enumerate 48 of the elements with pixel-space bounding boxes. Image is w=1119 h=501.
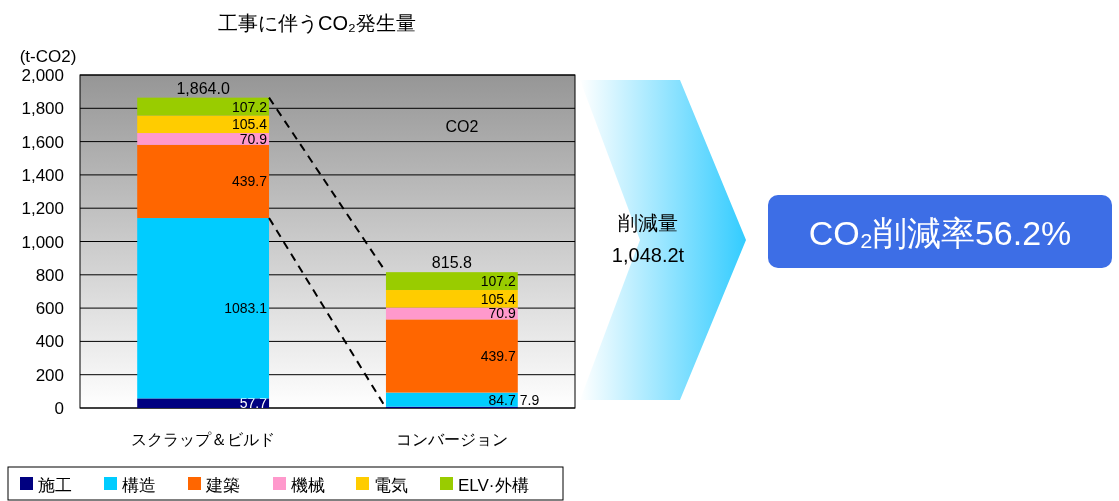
y-tick-label: 200 (35, 365, 64, 385)
data-label: 70.9 (239, 130, 268, 147)
y-tick-label: 1,000 (21, 232, 64, 252)
legend-label: 機械 (291, 476, 325, 495)
y-tick-label: 400 (35, 332, 64, 352)
text: 1,048.2t (611, 244, 685, 266)
x-tick-label: コンバージョン (395, 431, 508, 448)
data-label: 1083.1 (224, 300, 268, 317)
data-label: 107.2 (232, 98, 268, 115)
data-label: 439.7 (480, 347, 516, 364)
y-tick-label: 1,600 (21, 132, 64, 152)
data-label: 439.7 (232, 173, 268, 190)
y-tick-label: 1,200 (21, 199, 64, 219)
bar (137, 218, 270, 399)
legend-label: 建築 (205, 476, 240, 495)
annotation: CO2 (445, 118, 479, 135)
bar (137, 144, 270, 219)
bar (137, 133, 270, 145)
data-label: 57.7 (239, 395, 268, 412)
bar (137, 115, 270, 134)
bar (137, 398, 270, 408)
data-label: 105.4 (232, 116, 268, 133)
y-tick-label: 1,800 (21, 99, 64, 119)
y-tick-label: 800 (35, 265, 64, 285)
data-label: 107.2 (480, 273, 516, 290)
legend-label: ELV·外構 (458, 476, 529, 495)
total-label: 815.8 (431, 254, 472, 272)
data-label: 105.4 (480, 290, 516, 307)
bar (385, 392, 518, 407)
data-label: 7.9 (519, 392, 540, 408)
data-label: 84.7 (488, 391, 516, 408)
x-tick-label: スクラップ＆ビルド (131, 431, 276, 448)
bar (385, 290, 518, 308)
legend-label: 構造 (122, 476, 156, 495)
text: CO₂削減率56.2% (808, 214, 1072, 252)
legend-label: 電気 (374, 476, 408, 495)
y-axis-title: (t-CO2) (19, 47, 77, 66)
data-label: 70.9 (488, 305, 516, 322)
bar (385, 272, 518, 291)
y-tick-label: 1,400 (21, 165, 64, 185)
bar (385, 319, 518, 393)
y-tick-label: 2,000 (21, 66, 64, 85)
legend-label: 施工 (38, 476, 72, 495)
y-tick-label: 600 (35, 299, 64, 319)
y-tick-label: 0 (54, 399, 64, 418)
text: 削減量 (618, 212, 678, 234)
chart-title: 工事に伴うCO₂発生量 (218, 12, 416, 34)
total-label: 1,864.0 (176, 79, 230, 97)
